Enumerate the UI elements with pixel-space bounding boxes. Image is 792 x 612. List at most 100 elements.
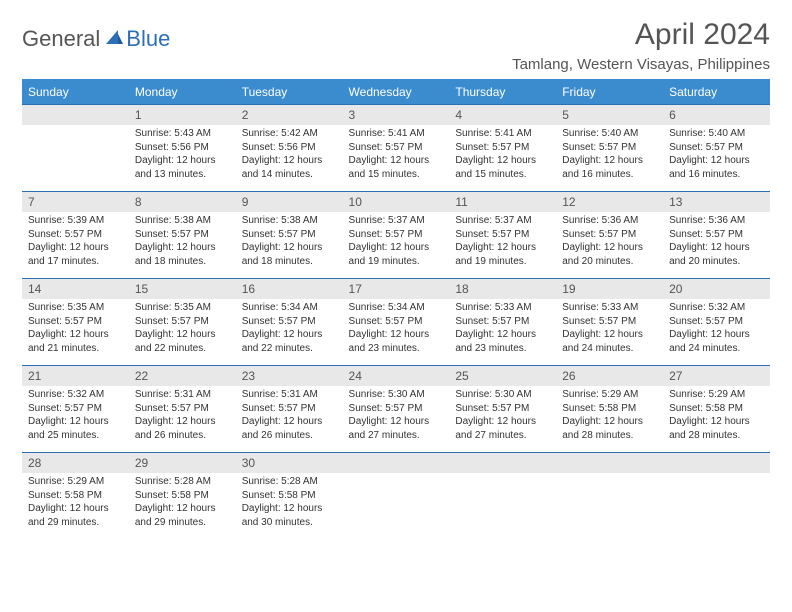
date-cell: 22 (129, 366, 236, 387)
day2-text: and 28 minutes. (562, 429, 657, 443)
day1-text: Daylight: 12 hours (242, 154, 337, 168)
sunset-text: Sunset: 5:57 PM (455, 141, 550, 155)
day1-text: Daylight: 12 hours (349, 154, 444, 168)
date-cell: 6 (663, 105, 770, 126)
day2-text: and 16 minutes. (669, 168, 764, 182)
day-content-cell: Sunrise: 5:41 AMSunset: 5:57 PMDaylight:… (343, 125, 450, 192)
day2-text: and 27 minutes. (455, 429, 550, 443)
date-cell: 27 (663, 366, 770, 387)
sunrise-text: Sunrise: 5:43 AM (135, 127, 230, 141)
date-cell: 10 (343, 192, 450, 213)
date-cell: 1 (129, 105, 236, 126)
sunrise-text: Sunrise: 5:30 AM (455, 388, 550, 402)
day-content-cell: Sunrise: 5:30 AMSunset: 5:57 PMDaylight:… (449, 386, 556, 453)
day1-text: Daylight: 12 hours (562, 415, 657, 429)
day-content-cell: Sunrise: 5:32 AMSunset: 5:57 PMDaylight:… (22, 386, 129, 453)
content-row: Sunrise: 5:39 AMSunset: 5:57 PMDaylight:… (22, 212, 770, 279)
sunrise-text: Sunrise: 5:34 AM (242, 301, 337, 315)
day-content-cell (22, 125, 129, 192)
sunset-text: Sunset: 5:57 PM (135, 315, 230, 329)
date-cell: 8 (129, 192, 236, 213)
sunset-text: Sunset: 5:57 PM (28, 402, 123, 416)
sunrise-text: Sunrise: 5:36 AM (562, 214, 657, 228)
sunset-text: Sunset: 5:57 PM (135, 228, 230, 242)
day2-text: and 23 minutes. (349, 342, 444, 356)
logo-text-blue: Blue (126, 26, 170, 52)
date-row: 282930 (22, 453, 770, 474)
sunrise-text: Sunrise: 5:29 AM (669, 388, 764, 402)
day2-text: and 24 minutes. (669, 342, 764, 356)
day2-text: and 19 minutes. (349, 255, 444, 269)
day-content-cell: Sunrise: 5:36 AMSunset: 5:57 PMDaylight:… (556, 212, 663, 279)
sunset-text: Sunset: 5:57 PM (562, 141, 657, 155)
date-row: 21222324252627 (22, 366, 770, 387)
day-content-cell: Sunrise: 5:29 AMSunset: 5:58 PMDaylight:… (556, 386, 663, 453)
day2-text: and 21 minutes. (28, 342, 123, 356)
day-content-cell: Sunrise: 5:43 AMSunset: 5:56 PMDaylight:… (129, 125, 236, 192)
content-row: Sunrise: 5:35 AMSunset: 5:57 PMDaylight:… (22, 299, 770, 366)
sunrise-text: Sunrise: 5:33 AM (455, 301, 550, 315)
day2-text: and 29 minutes. (135, 516, 230, 530)
date-cell: 17 (343, 279, 450, 300)
date-cell: 2 (236, 105, 343, 126)
weekday-header: Friday (556, 80, 663, 105)
sunrise-text: Sunrise: 5:42 AM (242, 127, 337, 141)
day-content-cell: Sunrise: 5:29 AMSunset: 5:58 PMDaylight:… (22, 473, 129, 539)
day1-text: Daylight: 12 hours (242, 502, 337, 516)
day-content-cell: Sunrise: 5:33 AMSunset: 5:57 PMDaylight:… (449, 299, 556, 366)
sunset-text: Sunset: 5:57 PM (669, 141, 764, 155)
date-cell: 28 (22, 453, 129, 474)
sunset-text: Sunset: 5:57 PM (242, 315, 337, 329)
sunrise-text: Sunrise: 5:40 AM (669, 127, 764, 141)
sunset-text: Sunset: 5:58 PM (135, 489, 230, 503)
date-cell: 9 (236, 192, 343, 213)
day1-text: Daylight: 12 hours (242, 241, 337, 255)
day-content-cell: Sunrise: 5:35 AMSunset: 5:57 PMDaylight:… (22, 299, 129, 366)
date-cell (556, 453, 663, 474)
day-content-cell: Sunrise: 5:37 AMSunset: 5:57 PMDaylight:… (449, 212, 556, 279)
day-content-cell (343, 473, 450, 539)
date-cell: 21 (22, 366, 129, 387)
day1-text: Daylight: 12 hours (28, 328, 123, 342)
date-cell: 29 (129, 453, 236, 474)
date-cell: 3 (343, 105, 450, 126)
logo-text-general: General (22, 26, 100, 52)
day-content-cell: Sunrise: 5:38 AMSunset: 5:57 PMDaylight:… (236, 212, 343, 279)
sunset-text: Sunset: 5:57 PM (669, 315, 764, 329)
day-content-cell: Sunrise: 5:28 AMSunset: 5:58 PMDaylight:… (236, 473, 343, 539)
day1-text: Daylight: 12 hours (28, 502, 123, 516)
day1-text: Daylight: 12 hours (562, 328, 657, 342)
weekday-header: Sunday (22, 80, 129, 105)
date-cell: 15 (129, 279, 236, 300)
weekday-header: Monday (129, 80, 236, 105)
weekday-header: Saturday (663, 80, 770, 105)
day1-text: Daylight: 12 hours (455, 328, 550, 342)
sunrise-text: Sunrise: 5:31 AM (135, 388, 230, 402)
sunset-text: Sunset: 5:57 PM (349, 141, 444, 155)
day2-text: and 25 minutes. (28, 429, 123, 443)
day2-text: and 27 minutes. (349, 429, 444, 443)
sunset-text: Sunset: 5:57 PM (455, 228, 550, 242)
sunrise-text: Sunrise: 5:32 AM (28, 388, 123, 402)
day1-text: Daylight: 12 hours (455, 241, 550, 255)
content-row: Sunrise: 5:29 AMSunset: 5:58 PMDaylight:… (22, 473, 770, 539)
date-cell: 7 (22, 192, 129, 213)
weekday-header-row: SundayMondayTuesdayWednesdayThursdayFrid… (22, 80, 770, 105)
sunset-text: Sunset: 5:57 PM (28, 315, 123, 329)
sunset-text: Sunset: 5:56 PM (242, 141, 337, 155)
day2-text: and 14 minutes. (242, 168, 337, 182)
day1-text: Daylight: 12 hours (135, 241, 230, 255)
date-row: 78910111213 (22, 192, 770, 213)
date-cell: 26 (556, 366, 663, 387)
sunset-text: Sunset: 5:57 PM (455, 402, 550, 416)
day-content-cell: Sunrise: 5:38 AMSunset: 5:57 PMDaylight:… (129, 212, 236, 279)
date-cell: 14 (22, 279, 129, 300)
day1-text: Daylight: 12 hours (349, 415, 444, 429)
day-content-cell: Sunrise: 5:35 AMSunset: 5:57 PMDaylight:… (129, 299, 236, 366)
day-content-cell (556, 473, 663, 539)
date-cell: 12 (556, 192, 663, 213)
date-cell: 19 (556, 279, 663, 300)
date-cell: 4 (449, 105, 556, 126)
sunrise-text: Sunrise: 5:32 AM (669, 301, 764, 315)
sunrise-text: Sunrise: 5:41 AM (455, 127, 550, 141)
